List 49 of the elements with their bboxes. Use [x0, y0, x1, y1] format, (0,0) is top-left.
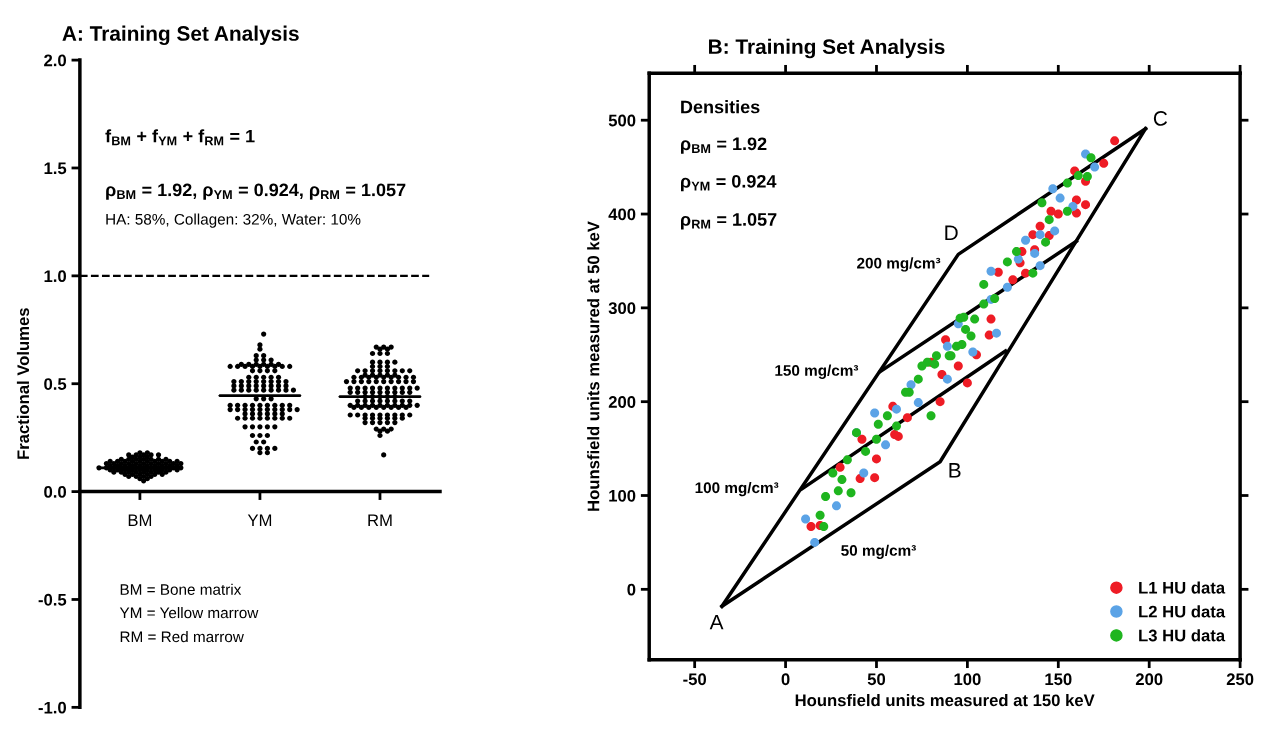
y-tick-label: 1.0 [44, 270, 67, 283]
y-axis-title: Hounsfield units measured at 50 keV [587, 221, 600, 511]
x-axis-title: Hounsfield units measured at 150 keV [795, 693, 1095, 707]
legend-label: L3 HU data [1139, 629, 1226, 642]
annotation: ρ$_{YM}$ = 0.924 [681, 174, 777, 192]
annotation: RM = Red marrow [120, 630, 244, 643]
y-axis-title: Fractional Volumes [16, 308, 30, 459]
y-tick-label: 500 [608, 114, 636, 127]
x-tick-label: 150 [1045, 673, 1072, 686]
x-tick-label: 0 [781, 673, 790, 686]
x-tick-label: -50 [683, 673, 707, 686]
annotation: ρ$_{RM}$ = 1.057 [681, 213, 777, 230]
y-tick-label: -0.5 [38, 593, 67, 606]
x-tick-label: YM [247, 514, 272, 526]
y-tick-label: 300 [608, 302, 636, 315]
y-tick-label: 2.0 [44, 54, 67, 67]
annotation: A [709, 614, 724, 630]
annotation: BM = Bone matrix [120, 583, 242, 595]
x-tick-label: BM [128, 514, 152, 526]
x-tick-label: 200 [1135, 673, 1163, 686]
x-tick-label: 100 [954, 673, 981, 686]
annotation: 100 mg/cm³ [695, 481, 779, 497]
legend-label: L2 HU data [1139, 605, 1226, 618]
annotation: ρ$_{BM}$ = 1.92, ρ$_{YM}$ = 0.924, ρ$_{RM}$ = 1.057 [106, 183, 406, 200]
annotation: 200 mg/cm³ [857, 257, 941, 272]
chart-title: A: Training Set Analysis [62, 25, 299, 46]
legend-label: L1 HU data [1139, 581, 1226, 594]
y-tick-label: 0 [627, 583, 636, 596]
annotation: Densities [681, 100, 760, 114]
y-tick-label: 400 [608, 208, 636, 221]
annotation: D [945, 225, 958, 240]
annotation: YM = Yellow marrow [119, 607, 259, 619]
annotation: ρ$_{BM}$ = 1.92 [681, 137, 767, 154]
y-tick-label: 200 [608, 396, 636, 408]
chart-title: B: Training Set Analysis [709, 38, 945, 59]
y-tick-label: 0.5 [44, 378, 67, 390]
annotation: 150 mg/cm³ [775, 364, 859, 379]
annotation: C [1153, 111, 1168, 126]
y-tick-label: 100 [609, 489, 636, 502]
x-tick-label: RM [368, 514, 392, 526]
annotation: f$_{BM}$ + f$_{YM}$ + f$_{RM}$ = 1 [105, 129, 255, 146]
y-tick-label: 0.0 [44, 486, 67, 498]
x-tick-label: 50 [867, 673, 886, 686]
annotation: B [949, 463, 961, 478]
annotation: 50 mg/cm³ [841, 544, 916, 559]
x-tick-label: 250 [1226, 673, 1254, 686]
y-tick-label: 1.5 [44, 162, 67, 175]
annotation: HA: 58%, Collagen: 32%, Water: 10% [106, 213, 361, 228]
y-tick-label: -1.0 [38, 701, 67, 714]
